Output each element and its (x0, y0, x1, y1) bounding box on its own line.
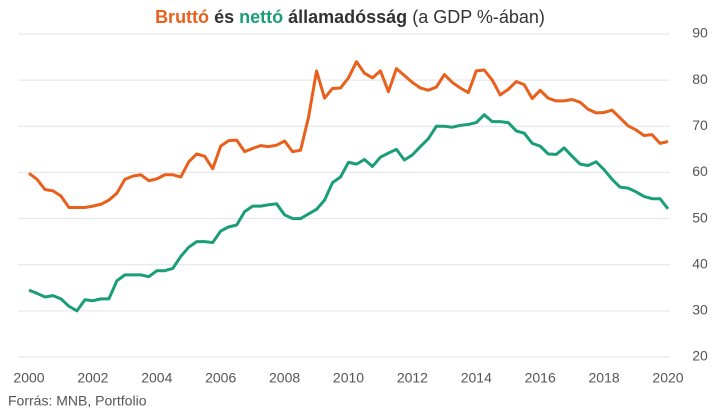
x-tick-label: 2016 (525, 370, 556, 386)
title-gross: Bruttó (155, 7, 209, 27)
y-tick-label: 90 (692, 25, 708, 41)
y-tick-label: 30 (692, 302, 708, 318)
source: Forrás: MNB, Portfolio (8, 393, 147, 409)
x-tick-label: 2004 (141, 370, 172, 386)
chart-title: Bruttó és nettó államadósság (a GDP %-áb… (155, 7, 545, 27)
y-tick-label: 60 (692, 163, 708, 179)
x-tick-label: 2020 (652, 370, 683, 386)
x-tick-label: 2000 (13, 370, 44, 386)
x-tick-label: 2008 (269, 370, 300, 386)
title-net: nettó (239, 7, 283, 27)
x-tick-label: 2014 (461, 370, 492, 386)
title-word: államadósság (288, 7, 407, 27)
x-tick-label: 2002 (77, 370, 108, 386)
series-line (28, 60, 669, 209)
x-tick-label: 2012 (397, 370, 428, 386)
x-tick-label: 2006 (205, 370, 236, 386)
title-word: (a GDP %-ában) (412, 7, 545, 27)
y-tick-label: 40 (692, 255, 708, 271)
title-word: és (214, 7, 234, 27)
x-tick-label: 2010 (333, 370, 364, 386)
x-tick-label: 2018 (589, 370, 620, 386)
y-tick-label: 20 (692, 348, 708, 364)
y-tick-label: 70 (692, 117, 708, 133)
y-tick-label: 50 (692, 209, 708, 225)
y-tick-label: 80 (692, 71, 708, 87)
series-line (28, 113, 670, 313)
